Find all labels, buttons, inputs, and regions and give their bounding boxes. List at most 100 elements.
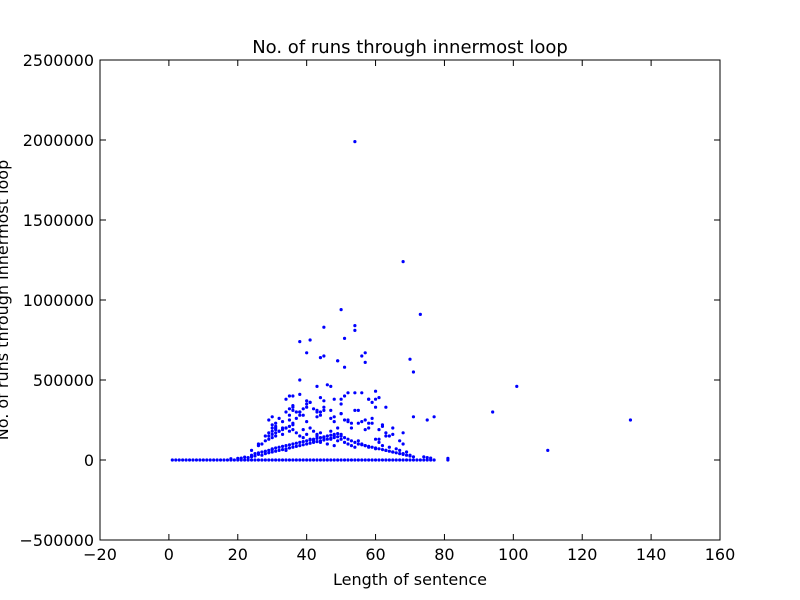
data-point bbox=[271, 423, 274, 426]
data-point bbox=[315, 433, 318, 436]
data-point bbox=[371, 422, 374, 425]
data-point bbox=[278, 417, 281, 420]
data-point bbox=[253, 452, 256, 455]
data-point bbox=[340, 412, 343, 415]
data-point bbox=[209, 458, 212, 461]
data-point bbox=[384, 431, 387, 434]
data-point bbox=[271, 430, 274, 433]
data-point bbox=[288, 458, 291, 461]
data-point bbox=[364, 444, 367, 447]
data-point bbox=[350, 422, 353, 425]
y-tick-label: 2000000 bbox=[23, 131, 94, 150]
data-point bbox=[281, 426, 284, 429]
data-point bbox=[178, 458, 181, 461]
data-point bbox=[360, 458, 363, 461]
data-point bbox=[295, 458, 298, 461]
data-point bbox=[171, 458, 174, 461]
data-point bbox=[298, 414, 301, 417]
chart-title: No. of runs through innermost loop bbox=[252, 37, 568, 58]
data-point bbox=[274, 450, 277, 453]
data-point bbox=[374, 406, 377, 409]
data-point bbox=[264, 450, 267, 453]
data-point bbox=[302, 414, 305, 417]
data-point bbox=[326, 434, 329, 437]
data-point bbox=[322, 354, 325, 357]
data-point bbox=[240, 456, 243, 459]
data-point bbox=[233, 458, 236, 461]
data-point bbox=[357, 409, 360, 412]
data-point bbox=[302, 443, 305, 446]
data-point bbox=[315, 409, 318, 412]
data-point bbox=[343, 366, 346, 369]
data-point bbox=[381, 458, 384, 461]
data-point bbox=[305, 399, 308, 402]
data-point bbox=[350, 439, 353, 442]
data-point bbox=[336, 432, 339, 435]
data-point bbox=[302, 440, 305, 443]
data-point bbox=[319, 356, 322, 359]
data-point bbox=[395, 451, 398, 454]
data-point bbox=[291, 458, 294, 461]
data-point bbox=[284, 426, 287, 429]
data-point bbox=[381, 425, 384, 428]
data-point bbox=[315, 415, 318, 418]
data-point bbox=[422, 458, 425, 461]
data-point bbox=[274, 431, 277, 434]
data-point bbox=[271, 426, 274, 429]
data-point bbox=[267, 431, 270, 434]
data-point bbox=[298, 458, 301, 461]
data-point bbox=[284, 444, 287, 447]
data-point bbox=[377, 458, 380, 461]
data-point bbox=[267, 438, 270, 441]
data-point bbox=[298, 340, 301, 343]
data-point bbox=[343, 337, 346, 340]
data-point bbox=[364, 351, 367, 354]
data-point bbox=[305, 439, 308, 442]
data-point bbox=[271, 415, 274, 418]
data-point bbox=[312, 439, 315, 442]
data-point bbox=[267, 449, 270, 452]
data-point bbox=[291, 442, 294, 445]
data-point bbox=[264, 434, 267, 437]
data-point bbox=[364, 458, 367, 461]
data-point bbox=[315, 458, 318, 461]
x-tick-label: 0 bbox=[164, 545, 174, 564]
data-point bbox=[315, 385, 318, 388]
data-point bbox=[346, 438, 349, 441]
data-point bbox=[329, 385, 332, 388]
data-point bbox=[281, 433, 284, 436]
data-point bbox=[326, 458, 329, 461]
data-point bbox=[250, 449, 253, 452]
data-point bbox=[340, 308, 343, 311]
data-point bbox=[302, 436, 305, 439]
x-tick-label: 120 bbox=[567, 545, 598, 564]
data-point bbox=[340, 458, 343, 461]
data-point bbox=[360, 420, 363, 423]
data-point bbox=[271, 447, 274, 450]
data-point bbox=[295, 431, 298, 434]
data-point bbox=[384, 406, 387, 409]
data-point bbox=[243, 456, 246, 459]
data-point bbox=[288, 443, 291, 446]
data-point bbox=[181, 458, 184, 461]
data-point bbox=[309, 458, 312, 461]
data-point bbox=[305, 442, 308, 445]
data-point bbox=[360, 354, 363, 357]
data-point bbox=[419, 313, 422, 316]
data-point bbox=[288, 394, 291, 397]
data-point bbox=[329, 430, 332, 433]
data-point bbox=[309, 442, 312, 445]
data-point bbox=[309, 438, 312, 441]
data-point bbox=[257, 442, 260, 445]
data-point bbox=[408, 454, 411, 457]
data-point bbox=[402, 442, 405, 445]
data-point bbox=[429, 456, 432, 459]
data-point bbox=[346, 391, 349, 394]
data-point bbox=[281, 458, 284, 461]
data-point bbox=[402, 452, 405, 455]
data-point bbox=[305, 433, 308, 436]
data-point bbox=[336, 359, 339, 362]
data-point bbox=[278, 430, 281, 433]
data-point bbox=[322, 399, 325, 402]
